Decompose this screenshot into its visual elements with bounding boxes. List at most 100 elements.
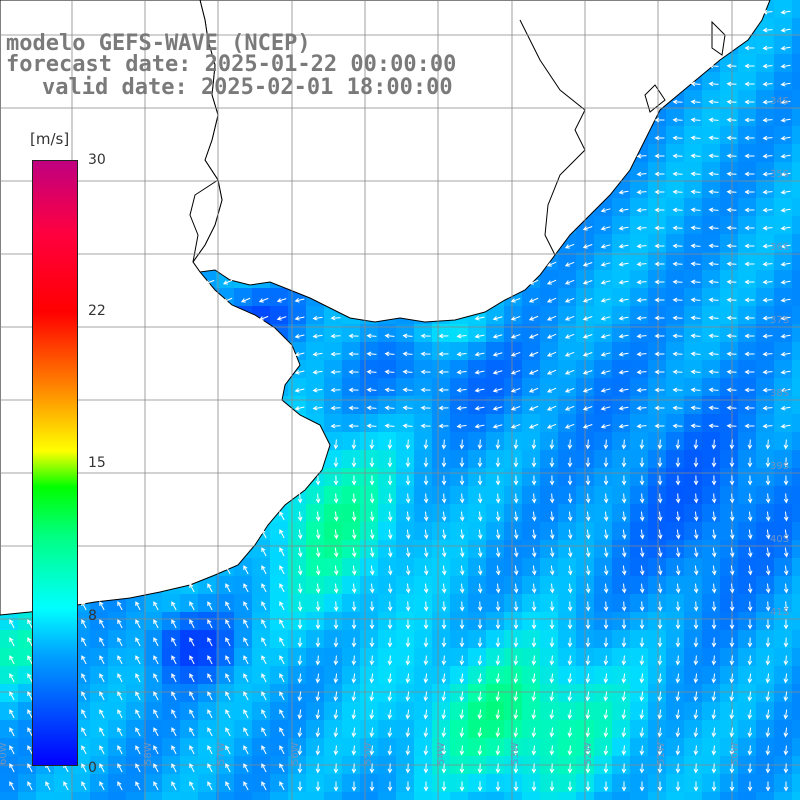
wind-arrow (492, 388, 503, 393)
wind-arrow (672, 243, 683, 249)
wind-arrow (639, 457, 645, 468)
speed-cell (486, 774, 504, 792)
speed-cell (486, 648, 504, 666)
speed-cell (54, 792, 72, 800)
speed-cell (90, 738, 108, 756)
speed-cell (558, 504, 576, 522)
wind-arrow (603, 583, 609, 594)
speed-cell (0, 720, 18, 738)
speed-cell (648, 540, 666, 558)
speed-cell (522, 468, 540, 486)
wind-arrow (222, 297, 233, 303)
speed-cell (468, 378, 486, 396)
wind-arrow (726, 225, 737, 231)
wind-arrow (765, 439, 771, 450)
speed-cell (738, 90, 756, 108)
speed-cell (108, 666, 126, 684)
wind-arrow (351, 493, 357, 504)
speed-cell (666, 414, 684, 432)
speed-cell (756, 198, 774, 216)
wind-arrow (189, 673, 195, 683)
speed-cell (396, 594, 414, 612)
speed-cell (666, 180, 684, 198)
speed-cell (594, 306, 612, 324)
wind-arrow (564, 405, 575, 411)
wind-arrow (207, 691, 213, 701)
wind-arrow (333, 691, 339, 702)
wind-arrow (243, 619, 249, 629)
speed-cell (756, 324, 774, 342)
speed-cell (666, 324, 684, 342)
wind-arrow (726, 81, 737, 87)
wind-arrow (420, 387, 431, 393)
speed-cell (234, 288, 252, 306)
speed-cell (270, 288, 288, 306)
speed-cell (594, 612, 612, 630)
lon-label: 58W (143, 742, 154, 765)
speed-cell (234, 702, 252, 720)
speed-cell (360, 396, 378, 414)
wind-arrow (531, 493, 537, 504)
wind-arrow (657, 475, 663, 486)
speed-cell (558, 612, 576, 630)
speed-cell (738, 396, 756, 414)
speed-cell (684, 666, 702, 684)
speed-cell (144, 630, 162, 648)
speed-cell (702, 324, 720, 342)
wind-arrow (729, 763, 735, 774)
speed-cell (324, 504, 342, 522)
speed-cell (360, 468, 378, 486)
speed-cell (756, 306, 774, 324)
speed-cell (720, 450, 738, 468)
wind-arrow (153, 709, 159, 719)
speed-cell (342, 702, 360, 720)
speed-cell (630, 180, 648, 198)
wind-arrow (657, 457, 663, 468)
wind-arrow (729, 547, 735, 558)
speed-cell (342, 432, 360, 450)
wind-arrow (693, 601, 699, 612)
wind-arrow (441, 601, 447, 612)
wind-arrow (477, 511, 483, 522)
wind-arrow (117, 619, 123, 629)
wind-arrow (654, 225, 665, 231)
wind-arrow (405, 547, 411, 558)
wind-arrow (117, 763, 123, 773)
wind-arrow (711, 457, 717, 468)
speed-cell (486, 522, 504, 540)
wind-arrow (639, 763, 645, 774)
wind-arrow (333, 511, 339, 522)
wind-arrow (261, 637, 267, 647)
wind-arrow (585, 727, 591, 738)
wind-arrow (189, 655, 195, 665)
speed-cell (414, 342, 432, 360)
wind-arrow (99, 637, 105, 647)
speed-cell (558, 432, 576, 450)
wind-arrow (654, 243, 665, 249)
wind-arrow (423, 457, 429, 468)
speed-cell (702, 252, 720, 270)
speed-cell (162, 774, 180, 792)
wind-arrow (243, 601, 249, 611)
wind-arrow (549, 565, 555, 576)
speed-cell (522, 630, 540, 648)
speed-cell (180, 666, 198, 684)
speed-cell (540, 720, 558, 738)
speed-cell (270, 738, 288, 756)
wind-arrow (171, 601, 177, 611)
wind-arrow (726, 261, 737, 267)
speed-cell (342, 720, 360, 738)
wind-arrow (582, 334, 593, 339)
wind-arrow (780, 117, 791, 123)
wind-arrow (567, 709, 573, 720)
speed-cell (432, 414, 450, 432)
speed-cell (630, 342, 648, 360)
speed-cell (450, 540, 468, 558)
wind-arrow (585, 475, 591, 486)
speed-cell (666, 306, 684, 324)
speed-cell (540, 414, 558, 432)
wind-arrow (747, 475, 753, 486)
wind-arrow (333, 457, 339, 468)
wind-arrow (603, 457, 609, 468)
wind-arrow (495, 511, 501, 522)
